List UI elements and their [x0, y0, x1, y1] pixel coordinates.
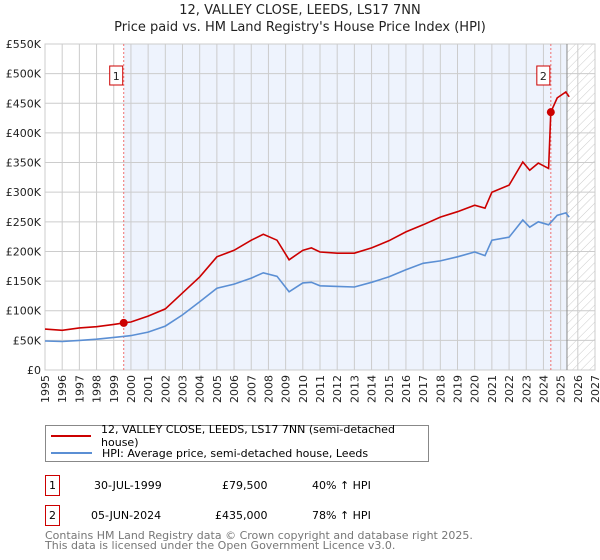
transaction-price: £79,500	[222, 479, 268, 492]
x-tick-label: 2004	[194, 375, 207, 403]
y-tick-label: £500K	[6, 68, 42, 81]
x-tick-label: 2022	[503, 375, 516, 403]
legend-label: HPI: Average price, semi-detached house,…	[102, 446, 369, 460]
transaction-hpi: 40% ↑ HPI	[312, 479, 371, 492]
x-tick-label: 2013	[348, 375, 361, 403]
x-tick-label: 1997	[73, 375, 86, 403]
ownership-shading	[123, 44, 567, 370]
x-tick-label: 2017	[417, 375, 430, 403]
sale-label: 2	[540, 70, 547, 83]
x-tick-label: 2003	[177, 375, 190, 403]
chart-legend: 12, VALLEY CLOSE, LEEDS, LS17 7NN (semi-…	[45, 423, 429, 462]
x-tick-label: 2001	[142, 375, 155, 403]
x-tick-label: 2019	[452, 375, 465, 403]
sale-label-box	[109, 65, 124, 86]
legend-swatch-red	[51, 435, 92, 437]
x-tick-label: 2018	[434, 375, 447, 403]
x-tick-label: 1999	[108, 375, 121, 403]
legend-swatch-blue	[51, 452, 92, 454]
x-tick-label: 1995	[39, 375, 52, 403]
sale-point	[546, 108, 555, 117]
x-tick-label: 2025	[555, 375, 568, 403]
y-tick-label: £400K	[6, 127, 42, 140]
transaction-hpi: 78% ↑ HPI	[312, 509, 371, 522]
x-tick-label: 1996	[56, 375, 69, 403]
sale-label-box	[536, 65, 551, 86]
x-tick-label: 2005	[211, 375, 224, 403]
y-tick-label: £350K	[6, 157, 42, 170]
legend-item-hpi: HPI: Average price, semi-detached house,…	[51, 445, 368, 461]
footer-licence: This data is licensed under the Open Gov…	[45, 539, 396, 552]
x-tick-label: 2000	[125, 375, 138, 403]
y-tick-label: £50K	[13, 334, 42, 347]
x-tick-label: 2011	[314, 375, 327, 403]
x-tick-label: 1998	[91, 375, 104, 403]
x-tick-label: 2008	[262, 375, 275, 403]
x-tick-label: 2027	[589, 375, 600, 403]
x-tick-label: 2020	[469, 375, 482, 403]
x-tick-label: 2026	[572, 375, 585, 403]
transaction-marker: 2	[45, 505, 60, 526]
y-tick-label: £200K	[6, 245, 42, 258]
y-tick-label: £150K	[6, 275, 42, 288]
transaction-date: 05-JUN-2024	[91, 509, 162, 522]
transaction-marker: 1	[45, 475, 60, 496]
legend-item-property: 12, VALLEY CLOSE, LEEDS, LS17 7NN (semi-…	[51, 423, 428, 449]
price-chart: 1995 1996 1997 1998 1999 2000 2001 2002 2003 2004…	[6, 38, 600, 403]
chart-title: 12, VALLEY CLOSE, LEEDS, LS17 7NN	[179, 3, 421, 18]
x-tick-label: 2024	[537, 375, 550, 403]
x-tick-label: 2010	[297, 375, 310, 403]
y-tick-label: £550K	[6, 38, 42, 51]
chart-subtitle: Price paid vs. HM Land Registry's House …	[114, 20, 486, 35]
x-tick-label: 2006	[228, 375, 241, 403]
plot-frame	[44, 43, 596, 371]
x-tick-label: 2015	[383, 375, 396, 403]
transaction-date: 30-JUL-1999	[94, 479, 162, 492]
property-series-line	[44, 90, 570, 332]
hpi-series-line	[44, 211, 570, 343]
x-tick-label: 2012	[331, 375, 344, 403]
transaction-row: 1 30-JUL-1999 £79,500 40% ↑ HPI	[45, 475, 465, 497]
sale-label: 1	[113, 70, 120, 83]
x-tick-label: 2021	[486, 375, 499, 403]
x-tick-label: 2016	[400, 375, 413, 403]
transaction-row: 2 05-JUN-2024 £435,000 78% ↑ HPI	[45, 505, 465, 527]
y-tick-label: £300K	[6, 186, 42, 199]
legend-label: 12, VALLEY CLOSE, LEEDS, LS17 7NN (semi-…	[101, 423, 395, 449]
y-tick-label: £450K	[6, 97, 42, 110]
sale-point	[119, 318, 128, 327]
x-tick-label: 2009	[280, 375, 293, 403]
footer: Contains HM Land Registry data © Crown c…	[45, 529, 473, 552]
y-tick-label: £0	[27, 364, 41, 377]
x-tick-label: 2014	[366, 375, 379, 403]
y-tick-label: £100K	[6, 305, 42, 318]
x-tick-label: 2007	[245, 375, 258, 403]
footer-copyright: Contains HM Land Registry data © Crown c…	[45, 529, 473, 542]
transaction-price: £435,000	[215, 509, 268, 522]
x-tick-label: 2002	[159, 375, 172, 403]
y-tick-label: £250K	[6, 216, 42, 229]
projection-hatch	[566, 44, 595, 370]
x-tick-label: 2023	[520, 375, 533, 403]
